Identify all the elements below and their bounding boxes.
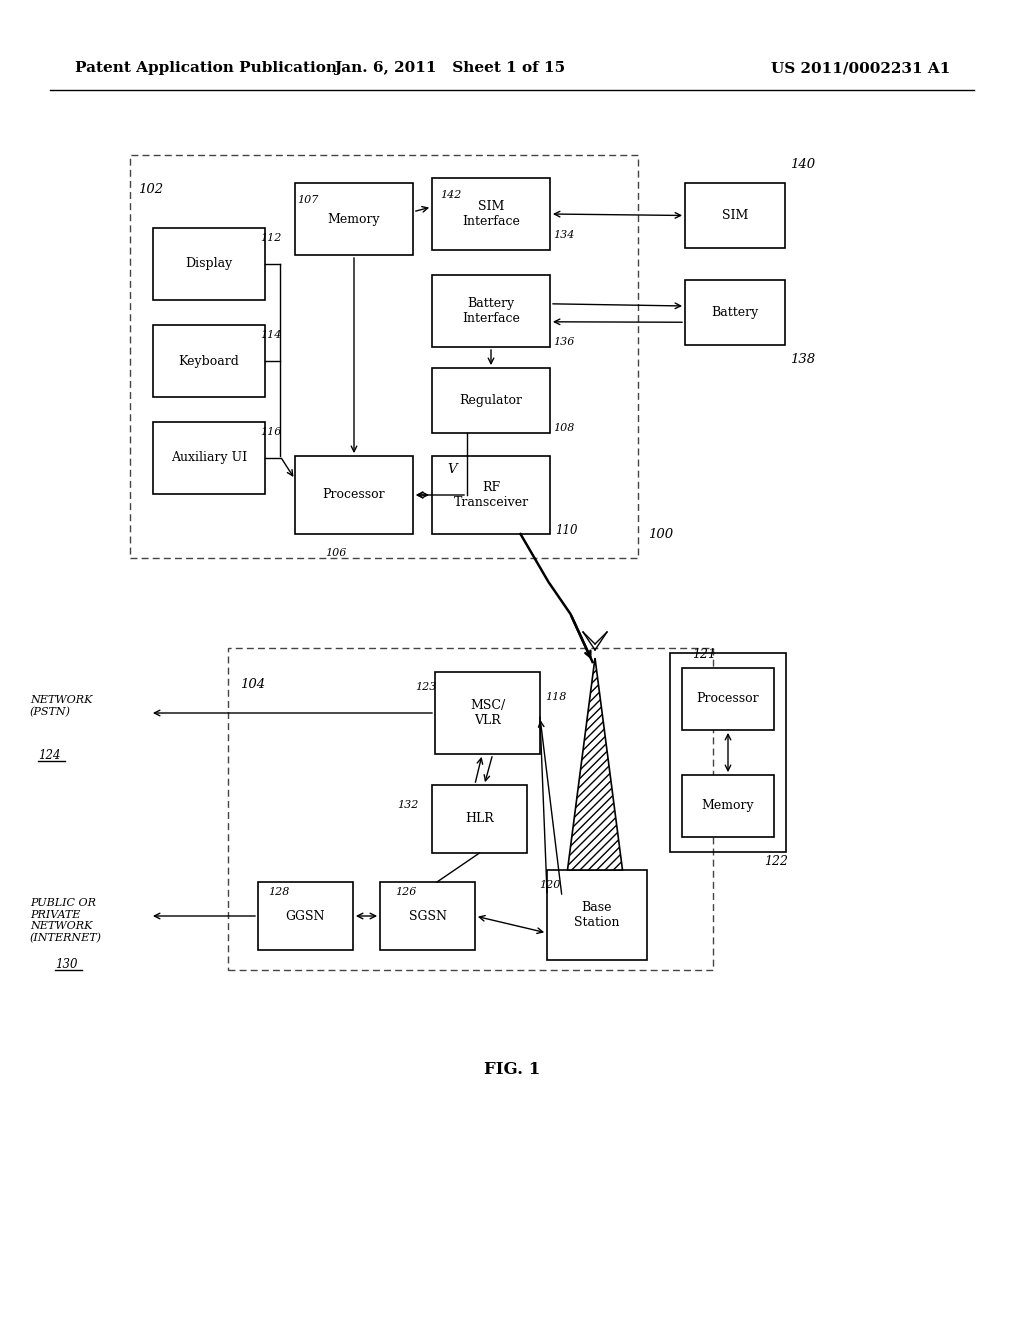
Text: MSC/
VLR: MSC/ VLR bbox=[470, 700, 505, 727]
Bar bbox=[682, 775, 774, 837]
Text: 104: 104 bbox=[240, 678, 265, 690]
Text: V: V bbox=[447, 463, 457, 477]
Text: 121: 121 bbox=[692, 648, 716, 661]
Text: FIG. 1: FIG. 1 bbox=[484, 1061, 540, 1078]
Text: 102: 102 bbox=[138, 183, 163, 195]
Text: 134: 134 bbox=[553, 230, 574, 240]
Text: Patent Application Publication: Patent Application Publication bbox=[75, 61, 337, 75]
Text: Display: Display bbox=[185, 257, 232, 271]
Text: 142: 142 bbox=[440, 190, 462, 201]
Text: Regulator: Regulator bbox=[460, 393, 522, 407]
Bar bbox=[295, 183, 413, 255]
Bar bbox=[432, 275, 550, 347]
Bar bbox=[380, 882, 475, 950]
Text: RF
Transceiver: RF Transceiver bbox=[454, 480, 528, 510]
Text: 107: 107 bbox=[297, 195, 318, 205]
Text: Jan. 6, 2011   Sheet 1 of 15: Jan. 6, 2011 Sheet 1 of 15 bbox=[335, 61, 565, 75]
Text: Processor: Processor bbox=[696, 693, 760, 705]
Bar bbox=[432, 785, 527, 853]
Text: 138: 138 bbox=[790, 352, 815, 366]
Bar bbox=[435, 672, 540, 754]
Text: 126: 126 bbox=[395, 887, 417, 898]
Bar bbox=[685, 183, 785, 248]
Text: HLR: HLR bbox=[465, 813, 494, 825]
Text: 106: 106 bbox=[325, 548, 346, 558]
Text: SIM: SIM bbox=[722, 209, 749, 222]
Bar bbox=[258, 882, 353, 950]
Text: Battery
Interface: Battery Interface bbox=[462, 297, 520, 325]
Text: 132: 132 bbox=[397, 800, 419, 810]
Text: 110: 110 bbox=[555, 524, 578, 537]
Bar bbox=[228, 648, 713, 970]
Text: 123: 123 bbox=[415, 682, 436, 692]
Text: Battery: Battery bbox=[712, 306, 759, 319]
Text: PUBLIC OR
PRIVATE
NETWORK
(INTERNET): PUBLIC OR PRIVATE NETWORK (INTERNET) bbox=[30, 898, 102, 944]
Text: Base
Station: Base Station bbox=[574, 902, 620, 929]
Text: Memory: Memory bbox=[701, 800, 755, 813]
Text: SGSN: SGSN bbox=[409, 909, 446, 923]
Bar bbox=[295, 455, 413, 535]
Text: 136: 136 bbox=[553, 337, 574, 347]
Bar bbox=[153, 325, 265, 397]
Text: 140: 140 bbox=[790, 158, 815, 172]
Text: 128: 128 bbox=[268, 887, 290, 898]
Text: GGSN: GGSN bbox=[286, 909, 326, 923]
Text: 130: 130 bbox=[55, 958, 78, 972]
Text: SIM
Interface: SIM Interface bbox=[462, 201, 520, 228]
Text: 120: 120 bbox=[539, 880, 560, 890]
Bar bbox=[670, 653, 786, 851]
Text: 116: 116 bbox=[260, 426, 282, 437]
Bar bbox=[153, 422, 265, 494]
Text: 108: 108 bbox=[553, 422, 574, 433]
Text: US 2011/0002231 A1: US 2011/0002231 A1 bbox=[771, 61, 950, 75]
Text: 100: 100 bbox=[648, 528, 673, 541]
Text: 114: 114 bbox=[260, 330, 282, 341]
Polygon shape bbox=[567, 657, 623, 870]
Bar bbox=[685, 280, 785, 345]
Text: 122: 122 bbox=[764, 855, 788, 869]
Text: Auxiliary UI: Auxiliary UI bbox=[171, 451, 247, 465]
Bar bbox=[153, 228, 265, 300]
Bar bbox=[682, 668, 774, 730]
Text: Keyboard: Keyboard bbox=[178, 355, 240, 367]
Text: NETWORK
(PSTN): NETWORK (PSTN) bbox=[30, 696, 92, 717]
Bar bbox=[432, 178, 550, 249]
Text: Memory: Memory bbox=[328, 213, 380, 226]
Bar bbox=[432, 368, 550, 433]
Bar bbox=[130, 154, 638, 558]
Text: 112: 112 bbox=[260, 234, 282, 243]
Text: 118: 118 bbox=[545, 692, 566, 702]
Text: Processor: Processor bbox=[323, 488, 385, 502]
Bar bbox=[432, 455, 550, 535]
Bar bbox=[547, 870, 647, 960]
Text: 124: 124 bbox=[38, 748, 60, 762]
